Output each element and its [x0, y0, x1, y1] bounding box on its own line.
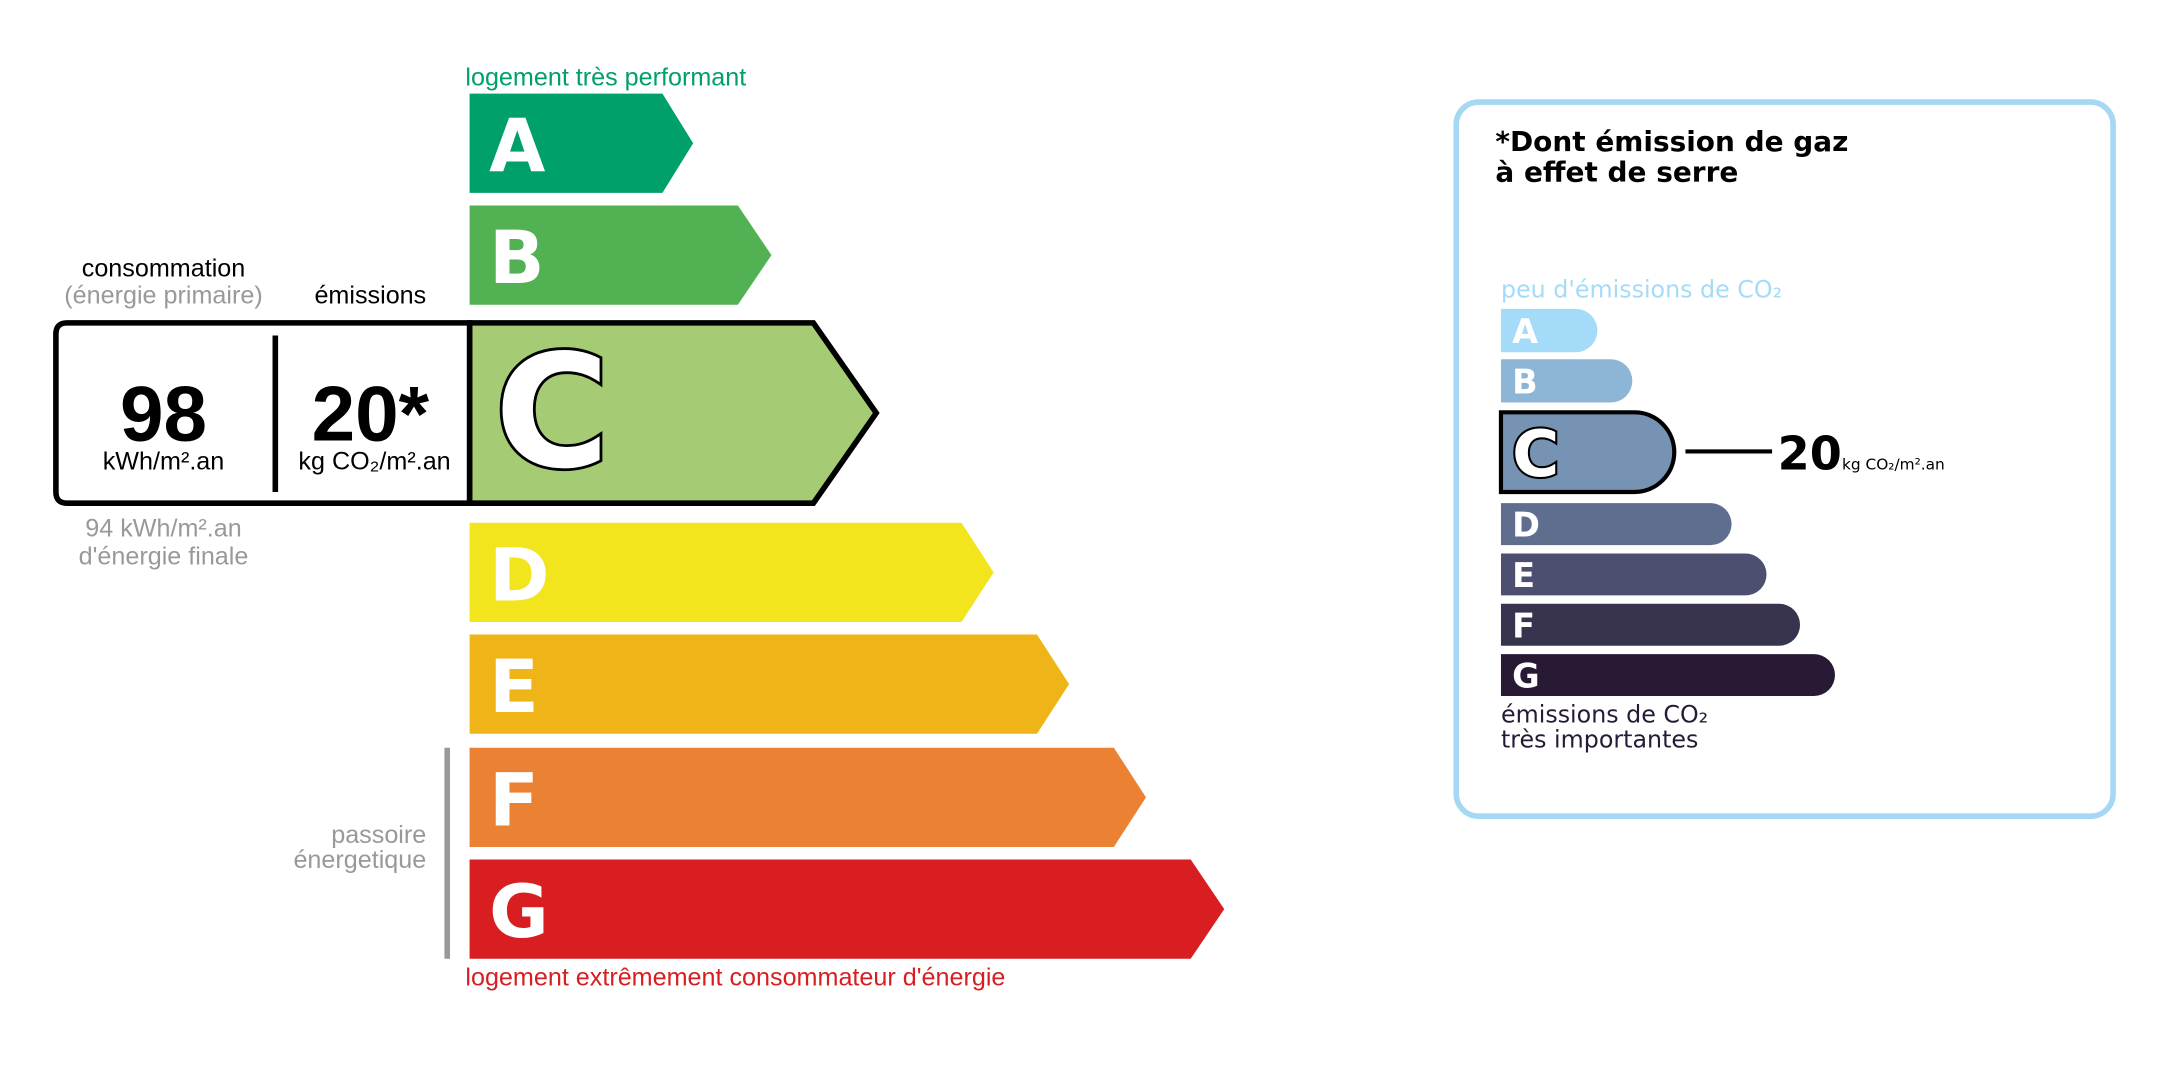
consumption-title: consommation: [82, 255, 246, 283]
consumption-value: 98: [120, 369, 207, 457]
ghg-title-1: *Dont émission de gaz: [1495, 125, 1848, 158]
energy-arrow: [469, 747, 1146, 847]
ghg-class-b: B: [1500, 359, 1633, 403]
final-energy-label: d'énergie finale: [79, 543, 249, 571]
energy-arrow: [469, 205, 772, 305]
ghg-class-letter: E: [1512, 556, 1535, 595]
energy-class-a: A: [469, 93, 694, 193]
energy-class-letter: C: [495, 321, 610, 503]
ghg-title-2: à effet de serre: [1495, 156, 1738, 189]
ghg-class-letter: B: [1512, 362, 1538, 401]
emissions-unit: kg CO₂/m².an: [298, 448, 450, 476]
ghg-class-letter: A: [1512, 312, 1538, 351]
energy-class-letter: E: [489, 646, 539, 730]
passoire-label-1: passoire: [331, 821, 426, 849]
ghg-class-letter: D: [1512, 506, 1540, 545]
energy-class-d: D: [469, 522, 994, 622]
energy-arrow: [469, 93, 694, 193]
ghg-bar: [1498, 410, 1677, 495]
energy-arrow: [469, 634, 1070, 734]
ghg-class-letter: C: [1512, 417, 1559, 492]
final-energy-value: 94 kWh/m².an: [85, 515, 241, 543]
energy-class-f: F: [469, 747, 1146, 847]
ghg-class-e: E: [1500, 553, 1767, 596]
current-value-box: [53, 320, 473, 506]
energy-class-letter: B: [489, 217, 544, 301]
energy-class-letter: G: [489, 871, 549, 955]
ghg-bottom-label-2: très importantes: [1501, 726, 1698, 754]
energy-class-g: G: [469, 859, 1225, 959]
ghg-bar: [1500, 308, 1598, 353]
energy-class-b: B: [469, 205, 772, 305]
ghg-class-c: C: [1498, 410, 1677, 495]
ghg-class-letter: G: [1512, 657, 1540, 696]
consumption-subtitle: (énergie primaire): [64, 281, 262, 309]
ghg-unit: kg CO₂/m².an: [1842, 456, 1945, 474]
emissions-value: 20*: [312, 369, 430, 457]
ghg-bar: [1500, 603, 1801, 646]
energy-arrow: [469, 522, 994, 622]
energy-top-label: logement très performant: [465, 63, 746, 91]
passoire-label-2: énergetique: [293, 846, 426, 874]
consumption-unit: kWh/m².an: [103, 448, 225, 476]
ghg-top-label: peu d'émissions de CO₂: [1501, 276, 1782, 304]
ghg-value: 20: [1778, 427, 1842, 481]
emissions-title: émissions: [314, 281, 426, 309]
energy-class-letter: D: [489, 534, 549, 618]
ghg-class-a: A: [1500, 308, 1598, 353]
energy-arrow: [469, 859, 1225, 959]
energy-class-c: C: [466, 318, 880, 506]
energy-class-letter: A: [489, 105, 545, 189]
ghg-bottom-label-1: émissions de CO₂: [1501, 701, 1708, 729]
energy-class-e: E: [469, 634, 1070, 734]
ghg-bar: [1500, 503, 1732, 546]
ghg-class-d: D: [1500, 503, 1732, 546]
ghg-class-letter: F: [1512, 606, 1535, 645]
ghg-class-g: G: [1500, 654, 1835, 697]
energy-bottom-label: logement extrêmement consommateur d'éner…: [465, 963, 1005, 991]
ghg-bar: [1500, 654, 1835, 697]
ghg-bar: [1500, 553, 1767, 596]
ghg-class-f: F: [1500, 603, 1801, 646]
energy-class-letter: F: [489, 759, 539, 843]
ghg-bar: [1500, 359, 1633, 403]
